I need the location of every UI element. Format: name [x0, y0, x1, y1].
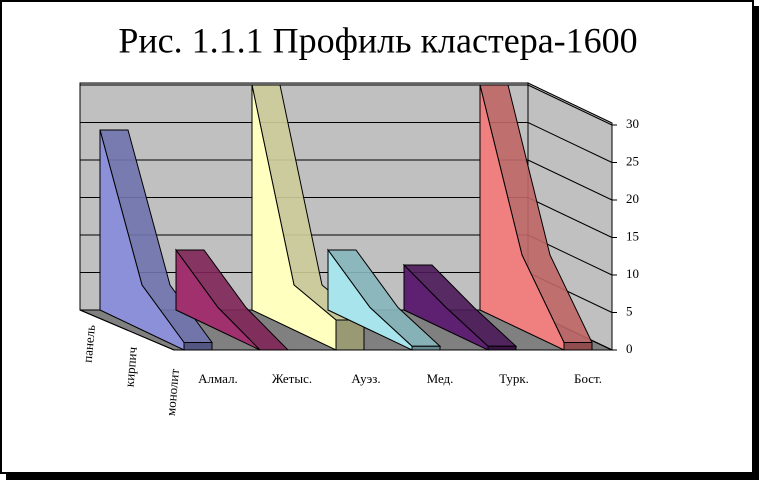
x-tick-label: Жетыс. [272, 371, 312, 386]
ribbon-end [487, 345, 517, 351]
y-tick-label: 20 [626, 191, 639, 206]
depth-label: монолит [163, 368, 182, 417]
depth-axis [79, 309, 175, 351]
x-tick-label: Турк. [499, 371, 529, 386]
ribbon-end [411, 345, 441, 351]
chart-title: Рис. 1.1.1 Профиль кластера-1600 [118, 20, 637, 60]
depth-label: кирпич [122, 346, 140, 388]
x-tick-label: Мед. [427, 371, 454, 386]
grid-line [527, 84, 613, 126]
y-tick-label: 0 [626, 341, 633, 356]
x-tick-label: Бост. [574, 371, 602, 386]
grid-line [527, 159, 613, 201]
ribbon-end [563, 342, 593, 351]
y-tick-label: 15 [626, 228, 639, 243]
y-tick-label: 10 [626, 266, 639, 281]
y-tick-label: 30 [626, 116, 639, 131]
grid-line [527, 122, 613, 163]
ribbon-end [183, 342, 213, 351]
depth-label: панель [80, 324, 98, 363]
y-tick-label: 25 [626, 153, 639, 168]
grid-line [527, 197, 613, 238]
frame-shadow [754, 6, 759, 480]
x-tick-label: Алмал. [198, 371, 238, 386]
ribbon-face [175, 248, 261, 351]
frame-shadow [6, 474, 758, 480]
y-tick-label: 5 [626, 303, 633, 318]
x-tick-label: Ауэз. [351, 371, 380, 386]
